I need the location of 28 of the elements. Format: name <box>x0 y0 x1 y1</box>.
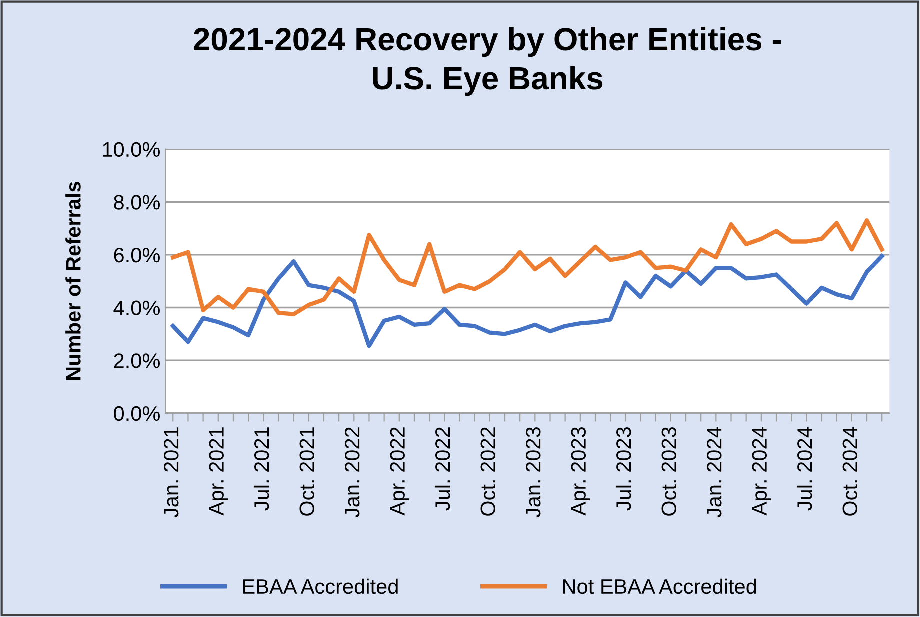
x-tick-label: Oct. 2021 <box>300 428 314 516</box>
y-axis-title: Number of Referrals <box>66 182 81 380</box>
chart-title: 2021-2024 Recovery by Other Entities - U.S. Eye Banks <box>194 27 782 96</box>
y-tick-label: 10.0% <box>103 142 160 158</box>
x-tick-label: Jan. 2022 <box>344 428 360 518</box>
x-tick-label: Jul. 2024 <box>796 427 812 511</box>
x-tick-label: Oct. 2022 <box>480 428 496 516</box>
x-tick-label: Jan. 2024 <box>707 427 722 518</box>
x-tick-label: Apr. 2021 <box>209 428 228 516</box>
line-series <box>171 254 884 348</box>
line-series <box>171 218 884 316</box>
y-tick-label: 6.0% <box>114 248 160 263</box>
y-tick-label: 0.0% <box>114 406 160 422</box>
y-tick-label: 8.0% <box>114 195 160 210</box>
x-tick-label: Jul. 2023 <box>616 427 632 511</box>
x-tick-label: Jul. 2021 <box>254 428 270 511</box>
x-tick-label: Oct. 2023 <box>662 427 677 516</box>
x-tick-label: Apr. 2024 <box>752 427 772 516</box>
x-tick-label: Jan. 2021 <box>164 428 179 518</box>
x-tick-label: Jul. 2022 <box>434 428 450 511</box>
legend-label: EBAA Accredited <box>243 578 398 594</box>
x-tick-label: Oct. 2024 <box>842 427 858 516</box>
y-tick-label: 4.0% <box>114 300 160 316</box>
legend-label: Not EBAA Accredited <box>563 578 756 594</box>
x-tick-label: Apr. 2022 <box>390 428 410 516</box>
y-tick-label: 2.0% <box>114 354 160 368</box>
x-tick-label: Apr. 2023 <box>571 427 590 516</box>
x-tick-label: Jan. 2023 <box>526 427 541 518</box>
